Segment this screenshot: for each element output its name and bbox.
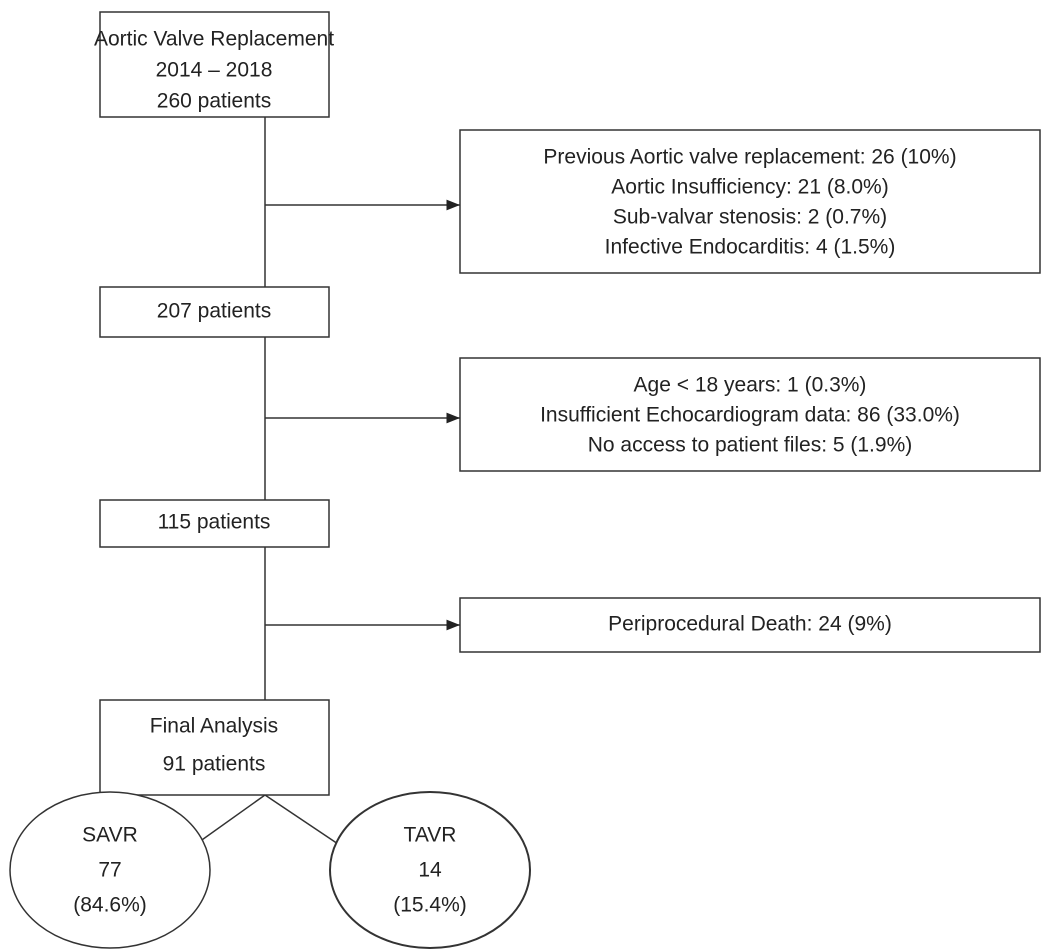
exclusion-box	[459, 597, 1041, 653]
outcome-text: 14	[418, 859, 442, 882]
exclusion-text: Age < 18 years: 1 (0.3%)	[634, 374, 867, 397]
exclusion-text: Insufficient Echocardiogram data: 86 (33…	[540, 404, 960, 427]
node-box	[99, 286, 330, 338]
node-text: 260 patients	[157, 90, 271, 113]
node-box	[99, 11, 330, 118]
outcome-text: TAVR	[404, 824, 457, 847]
exclusion-box	[459, 357, 1041, 472]
exclusion-text: Periprocedural Death: 24 (9%)	[608, 613, 892, 636]
node-box	[99, 699, 330, 796]
outcome-text: SAVR	[82, 824, 138, 847]
node-text: 2014 – 2018	[156, 59, 273, 82]
outcome-text: (15.4%)	[393, 894, 467, 917]
exclusion-box	[459, 129, 1041, 274]
node-box	[99, 499, 330, 548]
exclusion-text: Sub-valvar stenosis: 2 (0.7%)	[613, 206, 887, 229]
outcome-ellipse	[329, 791, 531, 949]
outcome-text: (84.6%)	[73, 894, 147, 917]
node-text: Final Analysis	[150, 715, 278, 738]
exclusion-text: No access to patient files: 5 (1.9%)	[588, 434, 913, 457]
node-text: 91 patients	[163, 753, 266, 776]
node-text: 207 patients	[157, 300, 271, 323]
outcome-ellipse	[9, 791, 211, 949]
exclusion-text: Previous Aortic valve replacement: 26 (1…	[543, 146, 956, 169]
node-text: 115 patients	[158, 511, 271, 534]
outcome-text: 77	[98, 859, 121, 882]
exclusion-text: Aortic Insufficiency: 21 (8.0%)	[611, 176, 888, 199]
node-text: Aortic Valve Replacement	[94, 28, 334, 51]
exclusion-text: Infective Endocarditis: 4 (1.5%)	[605, 236, 896, 259]
